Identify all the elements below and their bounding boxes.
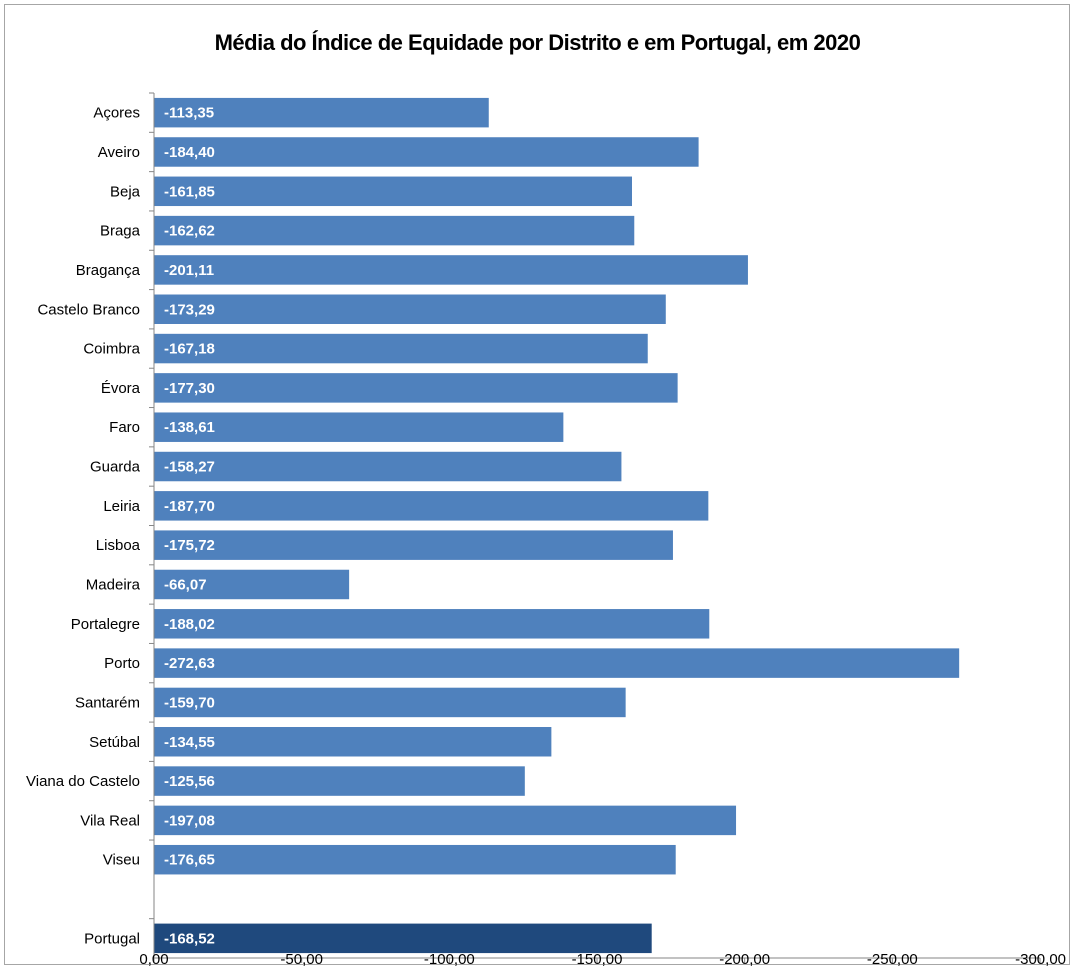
data-label: -66,07 <box>164 576 207 593</box>
category-label: Portugal <box>84 930 140 947</box>
category-label: Porto <box>104 655 140 672</box>
bar <box>154 844 676 875</box>
data-label: -168,52 <box>164 930 215 947</box>
data-label: -167,18 <box>164 341 215 358</box>
category-label: Setúbal <box>89 734 140 751</box>
bar <box>154 609 710 639</box>
bar <box>154 412 564 442</box>
bar <box>154 333 648 364</box>
category-label: Faro <box>109 419 140 436</box>
bar <box>154 97 489 128</box>
x-tick-label: -200,00 <box>719 951 770 968</box>
category-label: Madeira <box>86 576 141 593</box>
bar <box>154 569 350 600</box>
category-label: Bragança <box>76 262 141 279</box>
data-label: -173,29 <box>164 301 215 318</box>
category-label: Évora <box>101 380 141 397</box>
bar <box>154 491 709 521</box>
data-label: -201,11 <box>164 262 214 279</box>
data-label: -184,40 <box>164 144 215 161</box>
category-label: Leiria <box>103 498 140 515</box>
bar <box>154 530 673 560</box>
data-label: -177,30 <box>164 380 215 397</box>
bar <box>154 805 737 836</box>
data-label: -161,85 <box>164 183 215 200</box>
category-label: Viseu <box>103 852 140 869</box>
data-label: -134,55 <box>164 734 215 751</box>
bar <box>154 137 699 167</box>
category-label: Beja <box>110 183 141 200</box>
bar <box>154 766 525 796</box>
x-tick-label: 0,00 <box>139 951 168 968</box>
category-label: Portalegre <box>71 616 140 633</box>
data-label: -176,65 <box>164 852 215 869</box>
data-label: -138,61 <box>164 419 215 436</box>
bar <box>154 727 552 757</box>
data-label: -125,56 <box>164 773 215 790</box>
category-label: Lisboa <box>96 537 141 554</box>
category-label: Aveiro <box>98 144 140 161</box>
bar <box>154 215 635 246</box>
x-tick-label: -150,00 <box>572 951 623 968</box>
bar <box>154 451 622 482</box>
data-label: -197,08 <box>164 812 215 829</box>
bar <box>154 255 748 285</box>
data-label: -175,72 <box>164 537 215 554</box>
category-label: Vila Real <box>80 812 140 829</box>
bar <box>154 648 960 678</box>
x-tick-label: -250,00 <box>867 951 918 968</box>
chart-frame <box>4 4 1070 965</box>
data-label: -158,27 <box>164 459 215 476</box>
data-label: -162,62 <box>164 223 215 240</box>
data-label: -159,70 <box>164 694 215 711</box>
data-label: -188,02 <box>164 616 215 633</box>
bar <box>154 687 626 718</box>
bar <box>154 294 666 324</box>
data-label: -113,35 <box>164 105 214 122</box>
x-tick-label: -50,00 <box>280 951 323 968</box>
category-label: Castelo Branco <box>37 301 140 318</box>
category-label: Coimbra <box>83 341 140 358</box>
category-label: Viana do Castelo <box>26 773 140 790</box>
category-label: Santarém <box>75 694 140 711</box>
category-label: Braga <box>100 223 141 240</box>
x-tick-label: -300,00 <box>1015 951 1066 968</box>
category-label: Açores <box>93 105 140 122</box>
category-label: Guarda <box>90 459 141 476</box>
x-tick-label: -100,00 <box>424 951 475 968</box>
bar <box>154 373 678 403</box>
bar <box>154 923 652 954</box>
data-label: -187,70 <box>164 498 215 515</box>
bar <box>154 176 632 207</box>
data-label: -272,63 <box>164 655 215 672</box>
chart-title: Média do Índice de Equidade por Distrito… <box>214 30 861 55</box>
